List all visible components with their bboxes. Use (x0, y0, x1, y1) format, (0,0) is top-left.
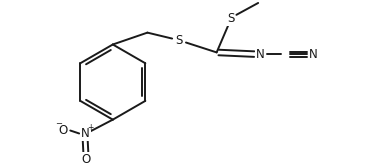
Text: S: S (227, 12, 234, 25)
Text: S: S (176, 34, 183, 47)
Text: O: O (81, 153, 91, 166)
Text: N: N (256, 48, 265, 61)
Text: +: + (87, 123, 93, 132)
Text: N: N (309, 48, 318, 61)
Text: O: O (59, 124, 68, 137)
Text: −: − (55, 119, 62, 128)
Text: N: N (81, 127, 89, 140)
